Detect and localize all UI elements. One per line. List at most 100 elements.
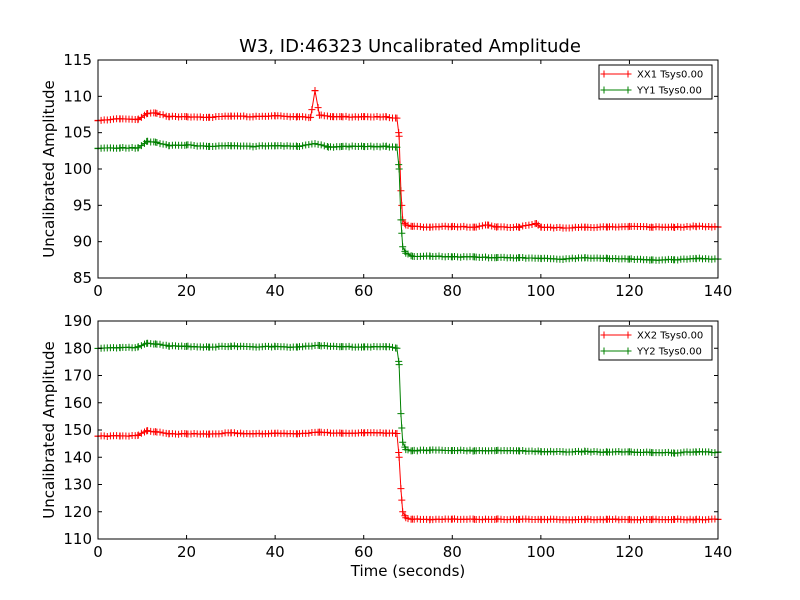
data-point-marker [692,223,700,231]
x-tick-label: 140 [704,282,733,300]
legend: XX2 Tsys0.00 YY2 Tsys0.00 [598,325,713,361]
data-point-marker [373,142,381,150]
data-point-marker [398,496,406,504]
data-point-marker [482,253,489,261]
data-point-marker [643,223,651,231]
x-tick-label: 60 [354,543,373,561]
data-point-marker [556,223,564,231]
data-point-marker [575,447,582,455]
legend-entry-label: XX1 Tsys0.00 [637,70,703,81]
data-point-marker [674,223,682,231]
data-point-marker [399,243,407,251]
data-point-marker [398,201,406,209]
data-point-marker [317,111,325,119]
data-point-marker [705,448,713,456]
x-tick-label: 140 [704,543,733,561]
data-point-marker [532,220,540,227]
data-point-marker [134,431,142,439]
data-point-marker [398,229,406,237]
figure-title: W3, ID:46323 Uncalibrated Amplitude [239,36,581,57]
data-point-marker [385,343,393,351]
data-point-marker [330,143,338,151]
data-point-marker [559,255,567,263]
data-point-marker [692,255,700,263]
data-point-marker [382,113,390,121]
data-point-marker [519,446,527,454]
data-point-marker [528,447,536,455]
data-point-marker [587,448,595,456]
data-point-marker [571,255,579,263]
data-point-marker [680,223,688,231]
data-point-marker [144,137,152,145]
data-point-marker [568,254,576,262]
y-tick-label: 105 [63,124,92,142]
data-point-marker [397,485,405,493]
data-point-marker [227,342,235,350]
data-point-marker [413,515,421,523]
data-point-marker [342,142,350,150]
data-point-marker [612,254,620,262]
x-tick-label: 80 [443,282,462,300]
x-tick-label: 100 [527,282,556,300]
legend-marker [600,70,632,78]
data-point-marker [370,143,378,151]
data-point-marker [398,424,406,432]
data-point-marker [389,429,396,437]
data-point-marker [212,343,220,351]
data-point-marker [671,223,679,231]
data-point-marker [674,256,682,264]
data-point-marker [305,429,313,437]
series-yy1 [94,137,722,264]
data-point-marker [463,447,471,455]
data-point-marker [311,87,319,95]
data-point-marker [382,142,390,150]
data-point-marker [307,113,315,121]
data-point-marker [404,446,412,454]
data-point-marker [683,516,691,524]
data-point-marker [435,223,443,231]
data-point-marker [460,222,468,230]
data-point-marker [299,142,307,150]
data-point-marker [184,342,192,350]
x-tick-label: 80 [443,543,462,561]
data-point-marker [404,515,412,523]
legend-entry-label: XX2 Tsys0.00 [637,331,703,342]
data-point-marker [320,142,328,150]
legend-entry-label: YY1 Tsys0.00 [636,86,702,97]
data-point-marker [373,113,381,121]
data-point-marker [296,142,303,150]
data-point-marker [125,144,133,152]
data-point-marker [156,340,164,348]
y-tick-label: 140 [63,448,92,466]
y-axis-label: Uncalibrated Amplitude [40,341,58,518]
data-point-marker [671,516,679,524]
data-point-marker [159,111,167,119]
data-point-marker [277,142,285,150]
data-point-marker [153,139,161,147]
x-tick-label: 60 [354,282,373,300]
data-point-marker [125,432,133,440]
data-point-marker [519,254,527,262]
data-point-marker [686,223,694,231]
data-point-marker [472,223,480,231]
data-point-marker [144,427,152,435]
data-point-marker [345,143,353,151]
data-point-marker [134,115,142,123]
data-point-marker [649,223,657,231]
data-point-marker [420,446,427,454]
data-point-marker [134,343,142,351]
data-point-marker [395,361,403,369]
data-point-marker [209,113,217,121]
data-point-marker [435,252,443,260]
y-tick-label: 120 [63,503,92,521]
data-point-marker [252,142,260,150]
data-point-marker [404,221,412,229]
y-tick-label: 100 [63,160,92,178]
data-point-marker [478,516,486,524]
data-point-marker [280,142,288,150]
data-point-marker [401,220,409,228]
data-point-marker [342,112,350,120]
data-point-marker [397,187,405,195]
data-point-marker [308,106,316,114]
